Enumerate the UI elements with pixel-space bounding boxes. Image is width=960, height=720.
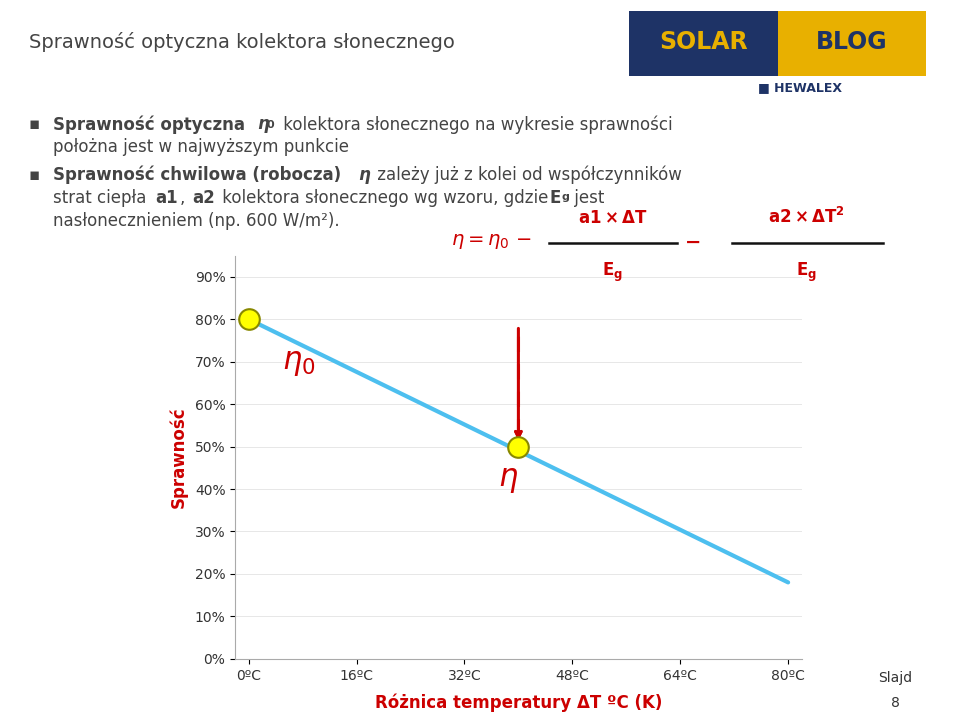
Text: $\mathbf{a2\times\Delta T^2}$: $\mathbf{a2\times\Delta T^2}$ xyxy=(768,207,845,227)
X-axis label: Różnica temperatury ΔT ºC (K): Różnica temperatury ΔT ºC (K) xyxy=(374,693,662,712)
Text: E: E xyxy=(549,189,561,207)
Bar xyxy=(629,11,778,76)
Bar xyxy=(778,11,926,76)
Text: $\mathbf{-}$: $\mathbf{-}$ xyxy=(684,232,700,251)
Text: $\mathbf{E_g}$: $\mathbf{E_g}$ xyxy=(602,261,623,284)
Text: 8: 8 xyxy=(891,696,900,711)
Text: ,: , xyxy=(180,189,191,207)
Text: zależy już z kolei od współczynników: zależy już z kolei od współczynników xyxy=(372,166,683,184)
Text: położna jest w najwyższym punkcie: położna jest w najwyższym punkcie xyxy=(53,138,348,156)
Text: kolektora słonecznego wg wzoru, gdzie: kolektora słonecznego wg wzoru, gdzie xyxy=(217,189,554,207)
Text: η: η xyxy=(257,115,269,133)
Text: jest: jest xyxy=(569,189,605,207)
Text: ▪: ▪ xyxy=(29,166,40,184)
Text: Sprawność optyczna kolektora słonecznego: Sprawność optyczna kolektora słonecznego xyxy=(29,32,455,53)
Text: Slajd: Slajd xyxy=(878,671,912,685)
Text: strat ciepła: strat ciepła xyxy=(53,189,152,207)
Point xyxy=(241,313,256,325)
Text: g: g xyxy=(562,192,569,202)
Text: $\mathbf{a1\times\Delta T}$: $\mathbf{a1\times\Delta T}$ xyxy=(578,209,647,227)
Y-axis label: Sprawność: Sprawność xyxy=(169,406,188,508)
Text: ▪: ▪ xyxy=(29,115,40,133)
Text: ■ HEWALEX: ■ HEWALEX xyxy=(758,81,843,94)
Text: Sprawność chwilowa (robocza): Sprawność chwilowa (robocza) xyxy=(53,166,347,184)
Text: SOLAR: SOLAR xyxy=(659,30,748,54)
Text: BLOG: BLOG xyxy=(816,30,888,54)
Text: nasłonecznieniem (np. 600 W/m²).: nasłonecznieniem (np. 600 W/m²). xyxy=(53,212,340,230)
Text: $\mathbf{E_g}$: $\mathbf{E_g}$ xyxy=(796,261,817,284)
Point xyxy=(511,441,526,452)
Text: $\eta_0$: $\eta_0$ xyxy=(282,349,316,378)
Text: 0: 0 xyxy=(267,120,275,130)
Text: Sprawność optyczna: Sprawność optyczna xyxy=(53,115,251,134)
Text: a1: a1 xyxy=(156,189,179,207)
Text: $\eta$: $\eta$ xyxy=(498,466,518,495)
Text: η: η xyxy=(358,166,370,184)
Text: a2: a2 xyxy=(192,189,215,207)
Text: kolektora słonecznego na wykresie sprawności: kolektora słonecznego na wykresie sprawn… xyxy=(278,115,673,134)
Text: $\eta = \eta_0\,-$: $\eta = \eta_0\,-$ xyxy=(451,232,532,251)
